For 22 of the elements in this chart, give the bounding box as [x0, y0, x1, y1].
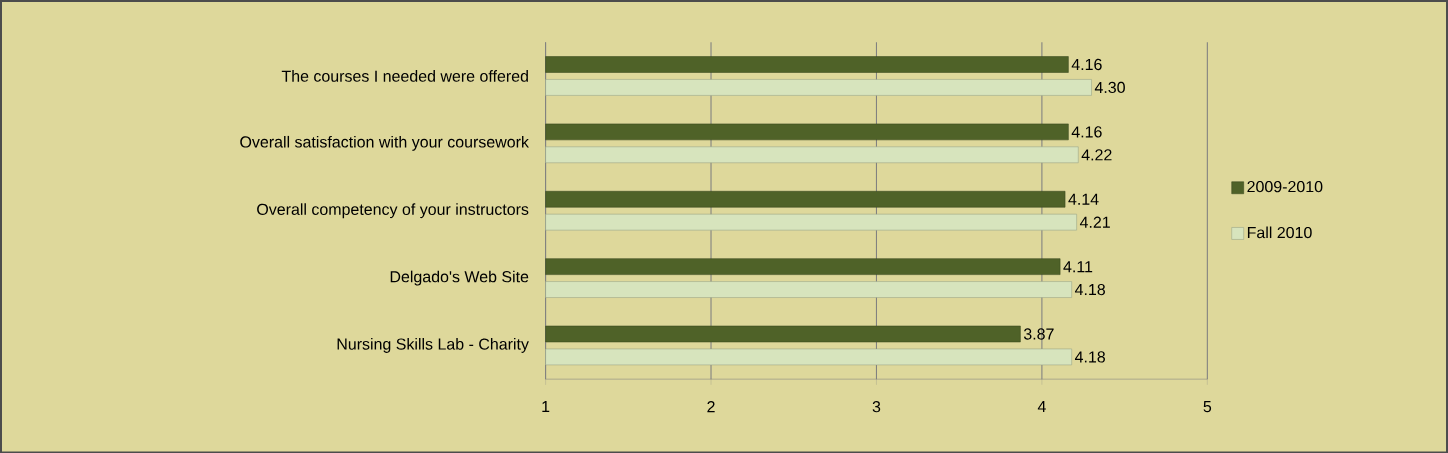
y-tick-label: Overall competency of your instructors	[257, 203, 529, 218]
data-label: 3.87	[1023, 328, 1054, 340]
legend-label: Fall 2010	[1247, 226, 1312, 239]
y-tick-label: Nursing Skills Lab - Charity	[337, 337, 529, 353]
data-label: 4.22	[1081, 149, 1112, 161]
data-label: 4.30	[1094, 81, 1125, 93]
x-tick-label: 1	[542, 400, 550, 412]
x-tick-label: 2	[707, 400, 715, 413]
y-tick-label: Overall satisfaction with your coursework	[240, 135, 529, 151]
data-label: 4.18	[1074, 351, 1105, 363]
data-label: 4.18	[1074, 283, 1105, 295]
data-label: 4.14	[1068, 193, 1099, 205]
x-tick-label: 5	[1203, 400, 1212, 413]
data-label: 4.16	[1071, 126, 1102, 138]
data-label: 4.16	[1071, 58, 1102, 70]
x-tick-label: 3	[872, 400, 881, 413]
legend-label: 2009-2010	[1247, 180, 1323, 193]
x-tick-label: 4	[1037, 400, 1046, 412]
data-label: 4.21	[1079, 216, 1110, 228]
y-tick-label: The courses I needed were offered	[281, 69, 528, 82]
y-tick-label: Delgado's Web Site	[390, 270, 529, 286]
data-label: 4.11	[1063, 260, 1093, 272]
